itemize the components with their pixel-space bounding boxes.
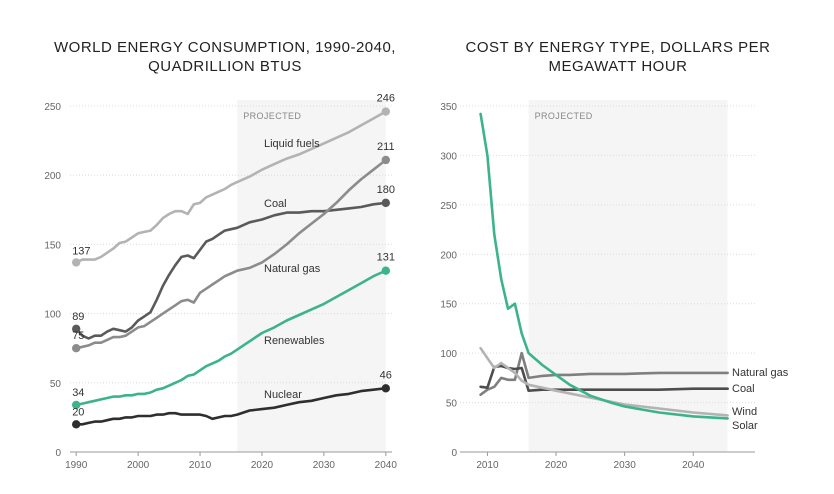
end-value-label: 46 <box>380 369 392 381</box>
y-tick-label: 250 <box>44 102 61 113</box>
x-tick-label: 2020 <box>251 460 274 471</box>
x-tick-label: 2040 <box>682 460 705 471</box>
end-value-label: 211 <box>377 141 395 153</box>
x-tick-label: 2000 <box>127 460 150 471</box>
y-tick-label: 250 <box>440 201 457 212</box>
series-line-natural-gas <box>74 158 388 350</box>
series-line-renewables <box>74 269 388 407</box>
series-label-nuclear: Nuclear <box>264 389 302 401</box>
start-value-label: 75 <box>72 330 84 342</box>
series-line-natural-gas <box>479 351 729 397</box>
chart-title-line: MEGAWATT HOUR <box>548 58 688 75</box>
y-tick-label: 350 <box>440 102 457 113</box>
end-point-liquid-fuels <box>381 107 391 116</box>
y-tick-label: 300 <box>440 151 457 162</box>
series-line-nuclear <box>74 386 388 426</box>
series-label-wind: Wind <box>732 406 757 418</box>
start-point-nuclear <box>71 420 81 429</box>
end-point-renewables <box>381 266 391 275</box>
y-tick-label: 200 <box>44 171 61 182</box>
x-tick-label: 2010 <box>476 460 499 471</box>
end-value-label: 180 <box>377 184 395 196</box>
start-value-label: 34 <box>72 387 84 399</box>
x-tick-label: 2040 <box>375 460 398 471</box>
series-line-liquid-fuels <box>74 110 388 264</box>
chart-title-line: QUADRILLION BTUS <box>148 58 302 75</box>
end-value-label: 246 <box>377 93 395 105</box>
series-label-natural-gas: Natural gas <box>264 263 321 275</box>
start-point-renewables <box>71 400 81 410</box>
y-tick-label: 50 <box>50 379 62 390</box>
series-line-solar <box>479 112 729 420</box>
series-label-solar: Solar <box>732 420 758 432</box>
end-point-nuclear <box>381 384 391 393</box>
x-tick-label: 2030 <box>614 460 637 471</box>
projected-label: PROJECTED <box>243 111 301 121</box>
y-tick-label: 0 <box>451 448 457 459</box>
y-tick-label: 200 <box>440 250 457 261</box>
start-point-coal <box>71 324 81 334</box>
start-point-natural-gas <box>71 344 81 353</box>
end-value-label: 131 <box>377 252 395 264</box>
series-label-renewables: Renewables <box>264 335 325 347</box>
series-label-liquid-fuels: Liquid fuels <box>264 138 320 150</box>
y-tick-label: 100 <box>44 310 61 321</box>
chart-title-line: COST BY ENERGY TYPE, DOLLARS PER <box>465 39 771 56</box>
series-label-coal: Coal <box>732 383 755 395</box>
start-point-liquid-fuels <box>71 258 81 267</box>
projected-region <box>528 100 728 452</box>
x-tick-label: 2020 <box>545 460 568 471</box>
x-tick-label: 2010 <box>189 460 212 471</box>
end-point-coal <box>381 198 391 208</box>
y-tick-label: 50 <box>446 399 458 410</box>
start-value-label: 89 <box>72 311 84 323</box>
series-label-natural-gas: Natural gas <box>732 367 789 379</box>
projected-region <box>237 100 386 452</box>
series-label-coal: Coal <box>264 198 287 210</box>
y-tick-label: 150 <box>440 300 457 311</box>
y-tick-label: 150 <box>44 240 61 251</box>
x-tick-label: 1990 <box>65 460 88 471</box>
start-value-label: 20 <box>72 406 84 418</box>
chart-title-line: WORLD ENERGY CONSUMPTION, 1990-2040, <box>54 39 396 56</box>
end-point-natural-gas <box>381 155 391 165</box>
projected-label: PROJECTED <box>535 111 593 121</box>
chart-title-consumption: WORLD ENERGY CONSUMPTION, 1990-2040, QUA… <box>30 38 420 76</box>
series-line-wind <box>479 346 729 417</box>
series-line-coal <box>74 201 388 340</box>
x-tick-label: 2030 <box>313 460 336 471</box>
y-tick-label: 100 <box>440 349 457 360</box>
chart-title-cost: COST BY ENERGY TYPE, DOLLARS PER MEGAWAT… <box>438 38 798 76</box>
y-tick-label: 0 <box>55 448 61 459</box>
start-value-label: 137 <box>72 245 90 257</box>
